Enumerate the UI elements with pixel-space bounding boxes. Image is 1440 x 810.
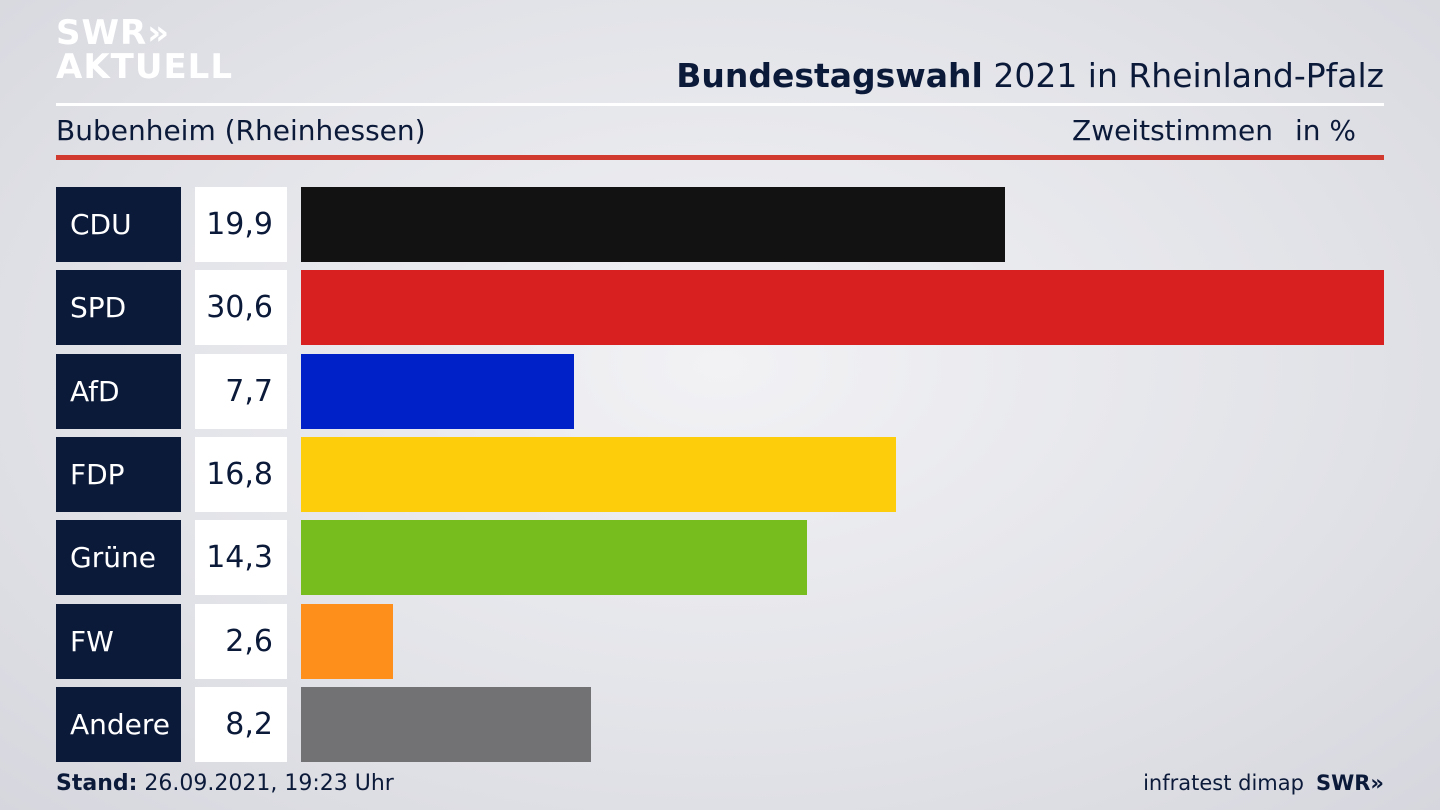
bar xyxy=(301,353,574,429)
value-label: 2,6 xyxy=(195,603,287,679)
party-label: AfD xyxy=(56,353,181,429)
chart-row: AfD 7,7 xyxy=(56,353,1384,429)
swr-aktuell-logo: SWR» AKTUELL xyxy=(56,16,233,84)
logo-line-2: AKTUELL xyxy=(56,47,234,87)
chart-row: SPD 30,6 xyxy=(56,270,1384,346)
location-label: Bubenheim (Rheinhessen) xyxy=(56,114,426,147)
chart-row: FDP 16,8 xyxy=(56,436,1384,512)
swr-footer-logo: SWR» xyxy=(1315,771,1384,795)
unit-label: in % xyxy=(1294,114,1356,147)
bar xyxy=(301,436,896,512)
party-label: CDU xyxy=(56,187,181,262)
chart-title-bold: Bundestagswahl xyxy=(676,56,983,95)
party-label: FDP xyxy=(56,436,181,512)
chart-title-rest: 2021 in Rheinland-Pfalz xyxy=(982,56,1384,95)
chart-title: Bundestagswahl 2021 in Rheinland-Pfalz xyxy=(676,56,1384,95)
bar xyxy=(301,187,1006,262)
chart-row: Andere 8,2 xyxy=(56,686,1384,762)
title-divider xyxy=(56,103,1384,106)
value-label: 30,6 xyxy=(195,270,287,346)
party-label: Andere xyxy=(56,686,181,762)
bar xyxy=(301,520,808,596)
metric-name: Zweitstimmen xyxy=(1072,114,1273,147)
bar xyxy=(301,603,394,679)
party-label: SPD xyxy=(56,270,181,346)
timestamp-label: Stand: xyxy=(56,771,138,796)
value-label: 8,2 xyxy=(195,686,287,762)
chart-row: Grüne 14,3 xyxy=(56,520,1384,596)
bar xyxy=(301,270,1384,346)
value-label: 14,3 xyxy=(195,520,287,596)
value-label: 19,9 xyxy=(195,187,287,262)
party-label: FW xyxy=(56,603,181,679)
source-credit: infratest dimap SWR» xyxy=(1143,771,1384,795)
logo-line-1: SWR» xyxy=(56,13,171,53)
chart-row: CDU 19,9 xyxy=(56,187,1384,262)
timestamp: Stand: 26.09.2021, 19:23 Uhr xyxy=(56,771,394,796)
value-label: 16,8 xyxy=(195,436,287,512)
bar xyxy=(301,686,592,762)
timestamp-value: 26.09.2021, 19:23 Uhr xyxy=(137,771,394,796)
party-label: Grüne xyxy=(56,520,181,596)
metric-label: Zweitstimmen in % xyxy=(1072,114,1356,147)
value-label: 7,7 xyxy=(195,353,287,429)
header-divider xyxy=(56,155,1384,160)
chart-row: FW 2,6 xyxy=(56,603,1384,679)
source-name: infratest dimap xyxy=(1143,771,1304,795)
